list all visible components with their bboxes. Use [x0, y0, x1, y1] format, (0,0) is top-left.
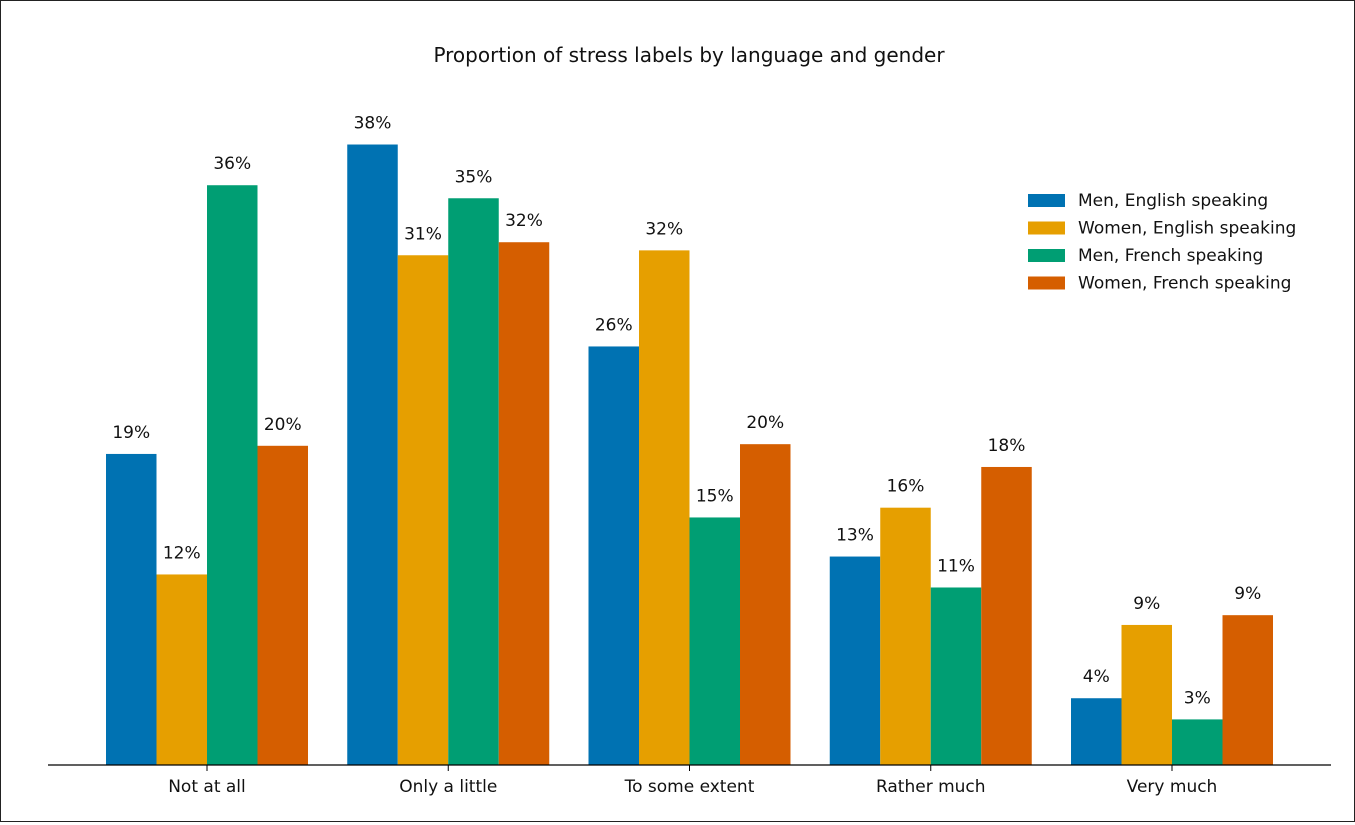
legend-label-men-french-speaking: Men, French speaking — [1078, 246, 1263, 266]
value-label-only-a-little-women-french-speaking: 32% — [505, 211, 543, 231]
legend-label-women-english-speaking: Women, English speaking — [1078, 219, 1296, 239]
bar-to-some-extent-women-english-speaking — [639, 250, 690, 765]
legend-swatch-women-english-speaking — [1028, 221, 1065, 235]
bar-very-much-men-english-speaking — [1071, 698, 1122, 765]
value-label-only-a-little-women-english-speaking: 31% — [404, 224, 442, 244]
value-label-rather-much-men-french-speaking: 11% — [937, 556, 975, 576]
x-tick-label-very-much: Very much — [1127, 777, 1218, 797]
legend-label-women-french-speaking: Women, French speaking — [1078, 274, 1291, 294]
x-tick-label-not-at-all: Not at all — [168, 777, 246, 797]
bar-to-some-extent-women-french-speaking — [740, 444, 791, 765]
x-tick-label-only-a-little: Only a little — [399, 777, 497, 797]
value-label-very-much-men-english-speaking: 4% — [1083, 667, 1110, 687]
value-label-to-some-extent-women-english-speaking: 32% — [645, 219, 683, 239]
legend-swatch-men-english-speaking — [1028, 194, 1065, 207]
x-tick-label-to-some-extent: To some extent — [624, 777, 755, 797]
value-label-rather-much-women-english-speaking: 16% — [887, 477, 925, 497]
bar-not-at-all-women-french-speaking — [257, 445, 308, 765]
legend-swatch-women-french-speaking — [1028, 276, 1065, 290]
value-label-to-some-extent-men-french-speaking: 15% — [696, 486, 734, 506]
bar-not-at-all-men-french-speaking — [207, 185, 258, 765]
value-label-very-much-women-french-speaking: 9% — [1234, 584, 1261, 604]
bar-rather-much-men-english-speaking — [829, 556, 881, 765]
bar-rather-much-women-english-speaking — [880, 507, 931, 765]
bar-very-much-women-english-speaking — [1121, 624, 1172, 765]
legend: Men, English speaking Women, English spea… — [1028, 191, 1296, 294]
value-label-not-at-all-men-english-speaking: 19% — [112, 423, 150, 443]
bar-only-a-little-women-french-speaking — [498, 242, 550, 765]
bars-group — [106, 144, 1273, 765]
value-label-rather-much-women-french-speaking: 18% — [988, 436, 1026, 456]
bar-to-some-extent-men-french-speaking — [689, 517, 740, 765]
value-label-to-some-extent-men-english-speaking: 26% — [595, 315, 633, 335]
legend-label-men-english-speaking: Men, English speaking — [1078, 191, 1268, 211]
bar-very-much-men-french-speaking — [1172, 719, 1223, 765]
value-label-only-a-little-men-french-speaking: 35% — [455, 167, 493, 187]
bar-not-at-all-women-english-speaking — [156, 574, 207, 765]
value-label-rather-much-men-english-speaking: 13% — [836, 526, 874, 546]
bar-rather-much-women-french-speaking — [981, 466, 1032, 765]
bar-rather-much-men-french-speaking — [930, 587, 982, 765]
value-label-to-some-extent-women-french-speaking: 20% — [746, 413, 784, 433]
x-tick-label-rather-much: Rather much — [876, 777, 986, 797]
x-axis: Not at all Only a little To some extent Rat… — [48, 764, 1331, 797]
bar-to-some-extent-men-english-speaking — [588, 346, 639, 765]
value-label-not-at-all-men-french-speaking: 36% — [213, 154, 251, 174]
value-label-not-at-all-women-english-speaking: 12% — [163, 543, 201, 563]
bar-only-a-little-men-french-speaking — [448, 198, 499, 765]
value-label-not-at-all-women-french-speaking: 20% — [264, 415, 302, 435]
value-label-very-much-women-english-speaking: 9% — [1133, 594, 1160, 614]
legend-swatch-men-french-speaking — [1028, 249, 1065, 262]
value-labels-group: 19% 12% 36% 20% 38% 31% 35% 32% 26% 32% 15% 20% 13% 1… — [112, 114, 1261, 709]
value-label-only-a-little-men-english-speaking: 38% — [354, 114, 392, 134]
value-label-very-much-men-french-speaking: 3% — [1184, 688, 1211, 708]
bar-only-a-little-women-english-speaking — [397, 255, 449, 765]
chart-title: Proportion of stress labels by language … — [433, 43, 945, 67]
bar-very-much-women-french-speaking — [1222, 615, 1273, 765]
bar-only-a-little-men-english-speaking — [347, 144, 398, 765]
bar-not-at-all-men-english-speaking — [106, 453, 157, 765]
